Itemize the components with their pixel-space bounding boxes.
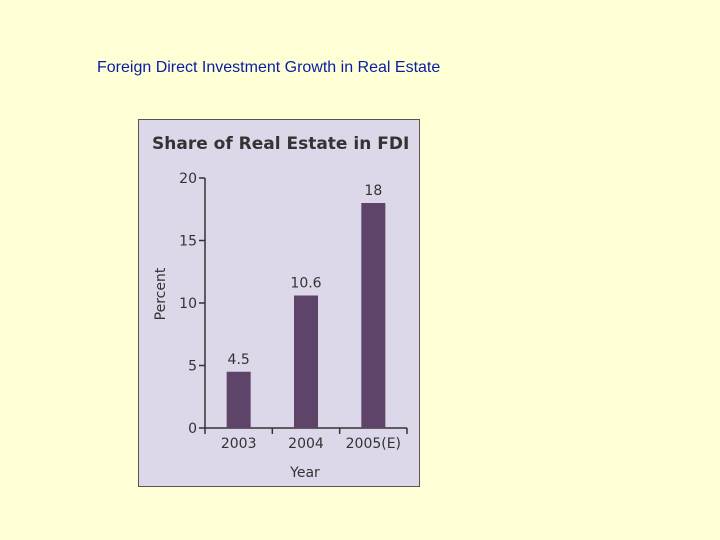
page-title: Foreign Direct Investment Growth in Real… [97,59,441,76]
chart-panel: Share of Real Estate in FDI Percent Year… [138,119,420,487]
data-label: 18 [364,183,382,199]
x-tick-label: 2005(E) [346,436,401,452]
x-tick-label: 2004 [288,436,324,452]
y-tick-label: 5 [188,359,197,375]
x-tick-label: 2003 [221,436,257,452]
y-axis-label: Percent [153,267,169,320]
bar-chart: Share of Real Estate in FDI Percent Year… [152,134,409,481]
bar-2004 [294,295,318,428]
y-tick-label: 0 [188,421,197,437]
data-label: 4.5 [228,352,250,368]
y-tick-label: 15 [179,234,197,250]
bar-2005(E) [361,203,386,428]
x-axis-label: Year [289,465,320,481]
y-tick-label: 20 [179,171,197,187]
bar-2003 [226,371,251,428]
data-label: 10.6 [290,276,321,292]
y-tick-label: 10 [179,296,197,312]
chart-title: Share of Real Estate in FDI [152,134,409,154]
